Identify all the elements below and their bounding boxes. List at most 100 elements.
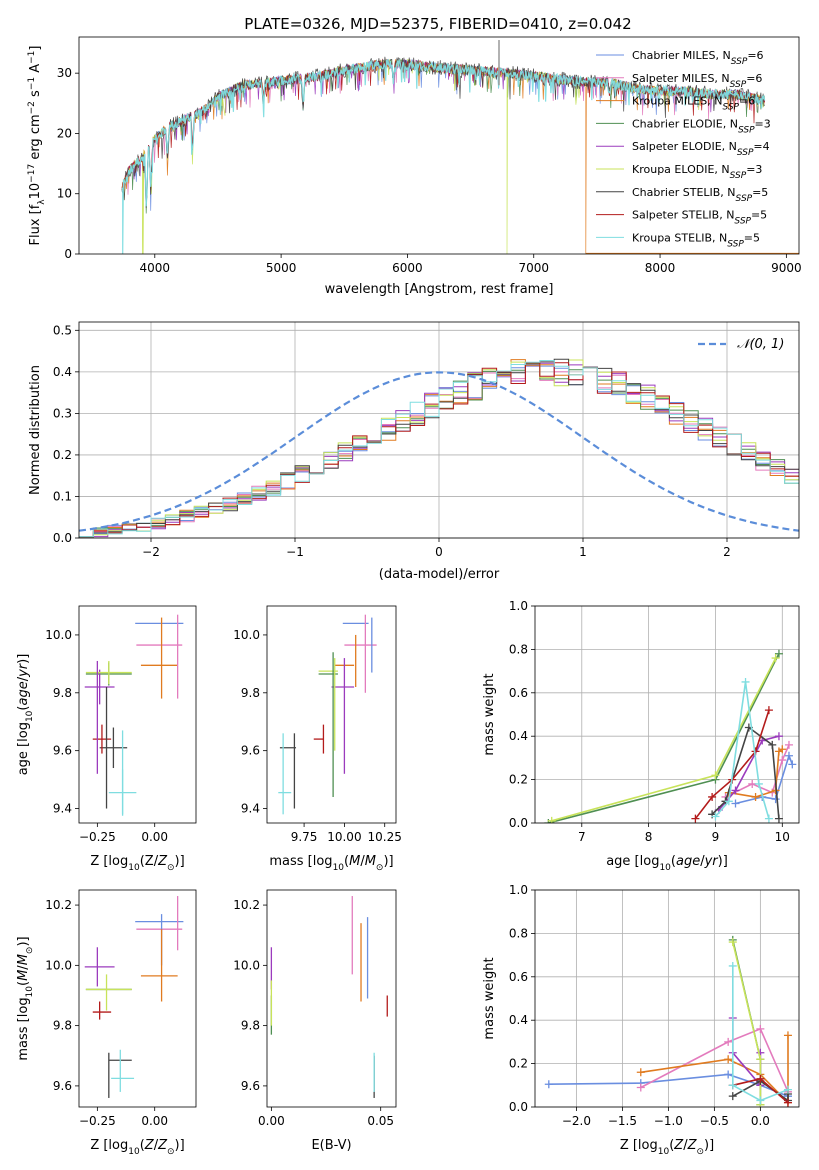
x-tick-label: 9000 xyxy=(771,261,802,275)
x-tick-label: 0.00 xyxy=(258,1114,285,1128)
weight-marker xyxy=(547,816,556,823)
spectrum-line-kroupa-stelib xyxy=(121,58,766,254)
x-tick-label: 9.75 xyxy=(291,830,318,844)
age-vs-mass-panel: 9.75 10.00 10.25 9.4 9.6 9.8 10.0 mass [log10(M… xyxy=(233,605,402,873)
weight-marker xyxy=(708,792,717,801)
weight-marker xyxy=(728,1081,737,1090)
x-tick-label: 0.00 xyxy=(141,830,168,844)
weight-line-chabrier-elodie xyxy=(548,653,780,823)
axes-frame xyxy=(78,36,800,255)
y-axis-label: mass [log10(M/M⊙)] xyxy=(16,936,35,1060)
legend-label: Chabrier STELIB, NSSP=5 xyxy=(632,186,768,204)
weight-marker xyxy=(731,786,740,795)
weight-marker xyxy=(754,779,763,788)
weight-marker xyxy=(784,751,793,760)
y-tick-label: 0.0 xyxy=(53,531,72,545)
y-tick-label: 10.2 xyxy=(233,898,260,912)
errorbars xyxy=(84,614,184,816)
errorbars xyxy=(278,614,377,815)
x-axis-label: mass [log10(M/M⊙)] xyxy=(269,854,393,873)
weight-marker xyxy=(711,812,720,821)
legend-label: 𝒩(0, 1) xyxy=(737,337,784,352)
x-tick-label: −1 xyxy=(286,545,304,559)
weight-marker xyxy=(728,961,737,970)
y-tick-label: 0 xyxy=(64,247,72,261)
x-tick-label: −0.5 xyxy=(700,1114,729,1128)
x-tick-label: 10.25 xyxy=(368,830,402,844)
y-tick-label: 9.6 xyxy=(53,744,72,758)
x-tick-label: −2.0 xyxy=(562,1114,591,1128)
y-tick-label: 0.6 xyxy=(509,970,528,984)
weight-marker xyxy=(756,1096,765,1105)
weight-marker xyxy=(724,1070,733,1079)
weight-marker xyxy=(724,797,733,806)
spectrum-line-kroupa-elodie xyxy=(121,58,765,254)
axes-frame xyxy=(266,605,397,824)
weight-marker xyxy=(771,795,780,804)
weight-marker xyxy=(756,1024,765,1033)
mass-vs-z-panel: −0.25 0.00 9.6 9.8 10.0 10.2 Z [log10(Z/Z⊙)] ma… xyxy=(16,889,197,1157)
normal-curve xyxy=(79,371,799,532)
mass-vs-ebv-panel: 0.00 0.05 9.6 9.8 10.0 10.2 E(B-V) xyxy=(233,889,397,1153)
x-tick-label: −1.5 xyxy=(608,1114,637,1128)
y-tick-label: 0.8 xyxy=(509,926,528,940)
y-tick-label: 0.0 xyxy=(509,1100,528,1114)
weight-marker xyxy=(774,732,783,741)
histograms xyxy=(79,358,799,538)
axes-frame xyxy=(534,889,800,1108)
residuals-panel: −2 −1 0 1 2 0.0 0.1 0.2 0.3 0.4 0.5 (data-model)/er… xyxy=(28,321,800,582)
weight-marker xyxy=(783,1098,792,1107)
weight-vs-age-panel: 7 8 9 10 0.0 0.2 0.4 0.6 0.8 1.0 age [log10(age/yr… xyxy=(482,599,800,873)
y-tick-label: 30 xyxy=(57,66,72,80)
spectrum-panel: 4000 5000 6000 7000 8000 9000 0 10 20 30 wavelengt… xyxy=(27,36,802,297)
y-tick-label: 0.8 xyxy=(509,642,528,656)
axes-frame xyxy=(78,605,197,824)
y-axis-label: Normed distribution xyxy=(28,365,43,495)
y-tick-label: 0.2 xyxy=(509,1057,528,1071)
x-axis-label: Z [log10(Z/Z⊙)] xyxy=(90,1138,184,1157)
y-tick-label: 9.6 xyxy=(241,1079,260,1093)
weight-line-salpeter-miles xyxy=(640,1027,789,1093)
x-tick-label: −1.0 xyxy=(654,1114,683,1128)
y-tick-label: 10.0 xyxy=(45,628,72,642)
x-tick-label: 1 xyxy=(579,545,587,559)
weight-marker xyxy=(783,1031,792,1040)
axes-frame xyxy=(534,605,800,824)
x-tick-label: 0.05 xyxy=(367,1114,394,1128)
x-axis-label: age [log10(age/yr)] xyxy=(606,854,728,873)
y-tick-label: 9.8 xyxy=(241,686,260,700)
spectrum-line-kroupa-miles xyxy=(121,58,765,254)
x-tick-label: −0.25 xyxy=(79,830,116,844)
axes-frame xyxy=(266,889,397,1108)
weight-marker xyxy=(764,814,773,823)
axes-frame xyxy=(78,889,197,1108)
weight-lines xyxy=(544,649,797,823)
x-tick-label: 0.00 xyxy=(141,1114,168,1128)
x-tick-label: 4000 xyxy=(140,261,171,275)
errorbars xyxy=(270,896,388,1098)
x-tick-label: 7000 xyxy=(518,261,549,275)
weight-marker xyxy=(636,1083,645,1092)
x-axis-label: Z [log10(Z/Z⊙)] xyxy=(620,1138,714,1157)
y-tick-label: 0.4 xyxy=(509,729,528,743)
y-tick-label: 9.6 xyxy=(241,744,260,758)
x-tick-label: 6000 xyxy=(392,261,423,275)
y-tick-label: 10.2 xyxy=(45,898,72,912)
weight-marker xyxy=(783,1085,792,1094)
weight-lines xyxy=(544,935,792,1107)
weight-marker xyxy=(778,745,787,754)
weight-marker xyxy=(724,1055,733,1064)
weight-marker xyxy=(774,814,783,823)
legend-label: Salpeter STELIB, NSSP=5 xyxy=(632,209,767,227)
y-tick-label: 0.1 xyxy=(53,489,72,503)
legend-label: Kroupa STELIB, NSSP=5 xyxy=(632,231,760,249)
y-tick-label: 0.4 xyxy=(509,1013,528,1027)
weight-marker xyxy=(774,649,783,658)
y-tick-label: 1.0 xyxy=(509,883,528,897)
y-tick-label: 9.4 xyxy=(241,802,260,816)
y-tick-label: 9.4 xyxy=(53,802,72,816)
weight-marker xyxy=(724,1037,733,1046)
panels: 4000 5000 6000 7000 8000 90000102030wavelengt… xyxy=(16,36,802,1157)
x-tick-label: 5000 xyxy=(266,261,297,275)
